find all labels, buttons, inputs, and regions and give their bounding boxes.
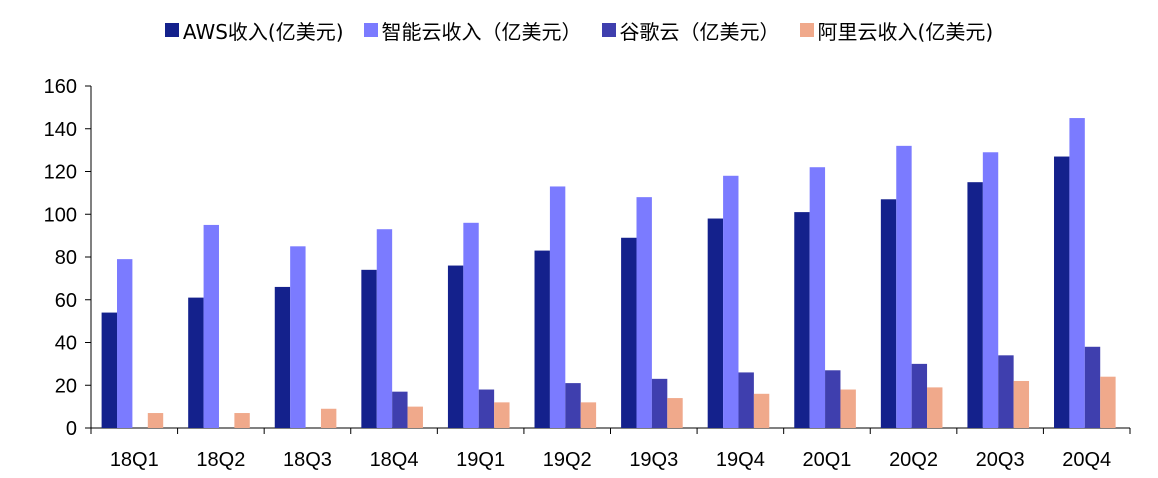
bar <box>707 218 724 428</box>
y-tick-label: 60 <box>55 290 77 312</box>
bar <box>809 167 826 428</box>
x-tick-label: 18Q1 <box>110 449 159 471</box>
bar <box>234 413 250 428</box>
bar <box>1069 118 1085 428</box>
bar <box>549 186 566 428</box>
x-axis: 18Q1 18Q2 18Q3 18Q4 19Q1 19Q2 19Q3 19Q4 20Q1 20Q2… <box>90 427 1131 471</box>
y-tick-label: 0 <box>66 418 77 440</box>
legend-swatch <box>164 23 179 37</box>
x-tick-label: 18Q3 <box>283 449 332 471</box>
bar <box>580 402 597 428</box>
legend-item: 智能云收入（亿美元） <box>363 16 582 45</box>
legend-item: 阿里云收入(亿美元) <box>799 16 994 45</box>
bar <box>621 237 637 428</box>
bar <box>117 259 133 428</box>
legend: AWS收入(亿美元) 智能云收入（亿美元） 谷歌云（亿美元） 阿里云收入(亿美元) <box>0 13 1158 47</box>
bar <box>147 413 164 428</box>
x-tick-label: 19Q1 <box>456 449 505 471</box>
legend-item: 谷歌云（亿美元） <box>601 16 780 45</box>
bar <box>651 378 668 428</box>
x-tick-label: 19Q4 <box>716 449 765 471</box>
bar <box>203 224 219 428</box>
bar <box>101 312 117 428</box>
bar <box>534 250 550 428</box>
legend-label: 智能云收入（亿美元） <box>381 19 582 44</box>
bar <box>361 269 377 428</box>
legend-item: AWS收入(亿美元) <box>164 16 344 45</box>
y-tick-label: 40 <box>55 333 77 355</box>
bar <box>320 408 337 428</box>
bars <box>101 118 1116 428</box>
bar <box>896 145 912 428</box>
bar <box>478 389 495 428</box>
y-tick-label: 120 <box>44 162 77 184</box>
bar <box>982 152 999 428</box>
bar <box>667 398 683 428</box>
bar <box>392 391 408 428</box>
bar <box>447 265 464 428</box>
bar <box>738 372 754 428</box>
bar <box>998 355 1014 428</box>
y-tick-label: 80 <box>55 247 77 269</box>
bar <box>880 199 897 428</box>
x-tick-label: 19Q2 <box>543 449 592 471</box>
bar <box>1100 376 1116 428</box>
y-tick-label: 160 <box>44 76 77 98</box>
x-tick-label: 20Q2 <box>889 449 938 471</box>
x-tick-label: 20Q4 <box>1062 449 1111 471</box>
bar <box>840 389 856 428</box>
bar <box>376 229 393 428</box>
bar <box>825 370 841 428</box>
bar <box>967 182 983 428</box>
x-tick-label: 18Q2 <box>196 449 245 471</box>
bar <box>1013 380 1030 428</box>
bar <box>753 393 770 428</box>
x-tick-label: 19Q3 <box>629 449 678 471</box>
y-tick-label: 20 <box>55 375 77 397</box>
bar <box>407 406 423 428</box>
legend-label: AWS收入(亿美元) <box>182 19 344 44</box>
bar <box>274 286 291 428</box>
legend-swatch <box>799 23 814 37</box>
y-tick-label: 140 <box>44 119 77 141</box>
bar <box>1054 156 1070 428</box>
x-tick-label: 20Q1 <box>802 449 851 471</box>
bar <box>463 222 479 428</box>
bar <box>188 297 204 428</box>
bar <box>494 402 510 428</box>
bar <box>290 246 306 428</box>
x-tick-label: 18Q4 <box>370 449 419 471</box>
legend-swatch <box>601 23 616 37</box>
y-axis: 0 20 40 60 80 100 120 140 160 <box>44 76 92 440</box>
legend-label: 谷歌云（亿美元） <box>619 19 780 44</box>
bar <box>565 383 581 428</box>
bar <box>723 175 739 428</box>
bar <box>927 387 943 428</box>
bar <box>794 212 810 428</box>
x-tick-label: 20Q3 <box>976 449 1025 471</box>
bar <box>1084 346 1101 428</box>
legend-swatch <box>363 23 378 37</box>
bar <box>636 197 652 428</box>
legend-label: 阿里云收入(亿美元) <box>817 19 994 44</box>
bar <box>911 363 928 428</box>
y-tick-label: 100 <box>44 204 77 226</box>
